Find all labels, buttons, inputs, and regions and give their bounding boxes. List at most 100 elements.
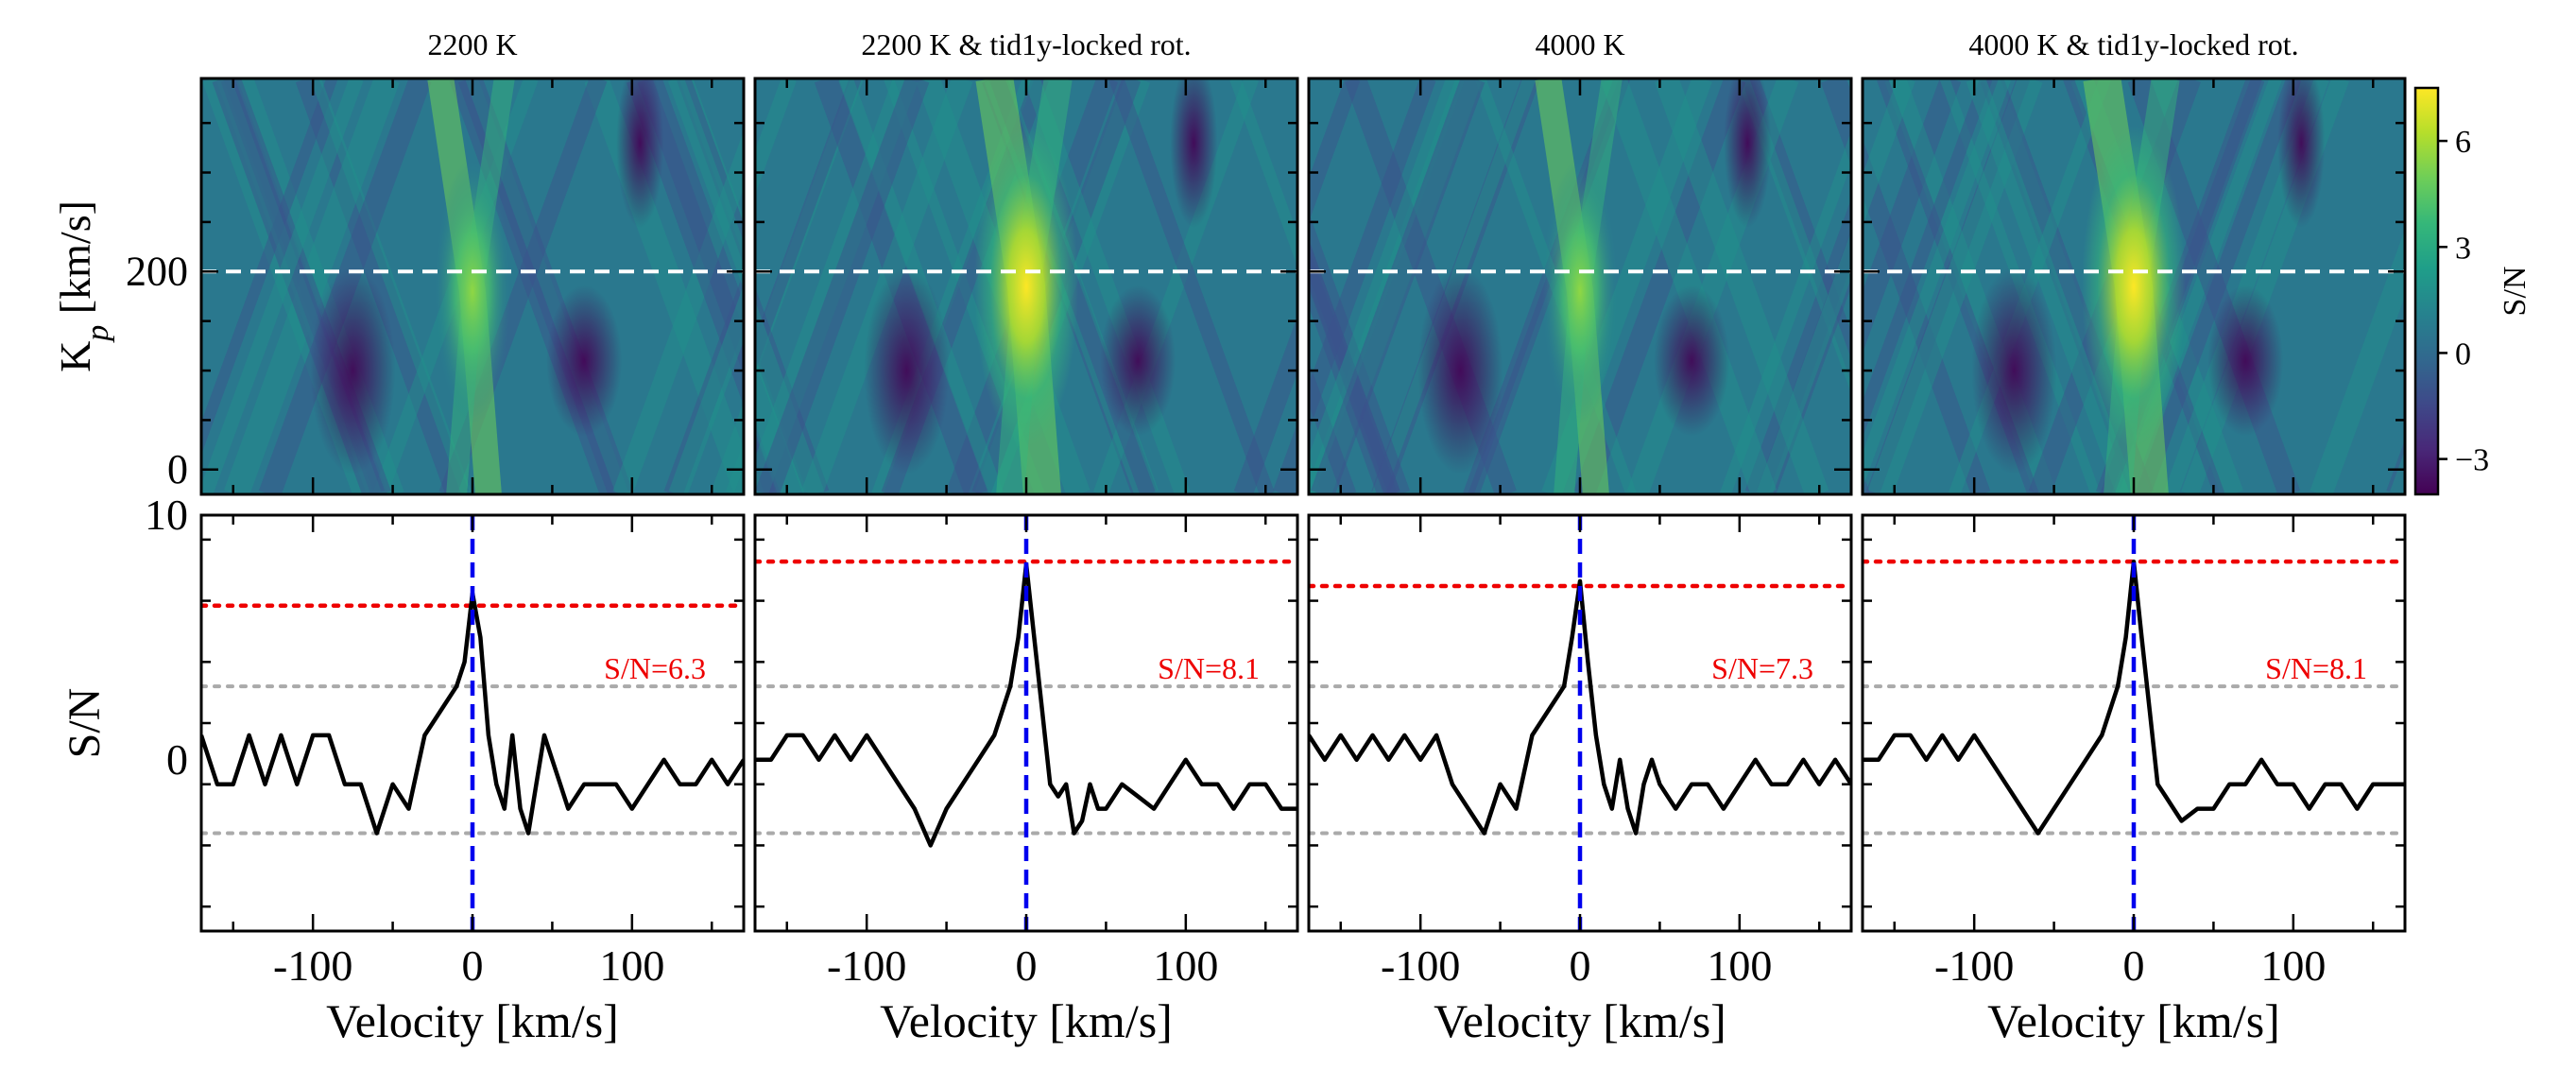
heatmap-streak [1756, 231, 1851, 494]
heatmap-streak [755, 348, 807, 494]
snr-curve [201, 591, 744, 836]
heatmap-streak [310, 78, 472, 494]
x-tick-label: 100 [599, 941, 664, 990]
heatmap-trough [2207, 285, 2284, 437]
heatmap-streak [1966, 78, 2137, 494]
heatmap-streak [295, 78, 469, 494]
heatmap-body [0, 78, 744, 494]
heatmap-panel-3: 4000 K [1307, 27, 1853, 496]
heatmap-streak [1744, 198, 1851, 494]
x-tick-label: 0 [2123, 941, 2145, 990]
x-tick-label: -100 [1381, 941, 1460, 990]
heatmap-streak [224, 78, 400, 494]
heatmap-trough [2277, 78, 2326, 229]
heatmap-streak [1863, 78, 1962, 354]
heatmap-panel-4: 4000 K & tid1y-locked rot. [1861, 27, 2407, 496]
heatmap-streak [1309, 239, 1400, 494]
heatmap-streak [755, 78, 864, 379]
x-tick-label: 0 [1570, 941, 1591, 990]
colorbar-tick-label: −3 [2455, 443, 2489, 478]
heatmap-streak [201, 78, 338, 456]
colorbar-tick-label: 0 [2455, 336, 2471, 371]
snr-curve [755, 561, 1297, 848]
snr-annotation: S/N=6.3 [604, 651, 706, 685]
x-axis-label: Velocity [km/s] [880, 994, 1173, 1047]
heatmap-streak [677, 78, 744, 266]
heatmap-streak [1309, 212, 1411, 494]
snr-plot-area [1309, 515, 1851, 931]
panel-title: 4000 K & tid1y-locked rot. [1968, 27, 2298, 61]
heatmap-streak [1233, 316, 1297, 494]
heatmap-streak [1863, 78, 1915, 227]
panel-title: 2200 K [427, 27, 517, 61]
heatmap-streak [1655, 78, 1829, 494]
snr-curve [1309, 578, 1851, 836]
heatmap-streak [1108, 78, 1275, 494]
heatmap-streak [755, 78, 930, 494]
x-tick-label: 100 [2260, 941, 2326, 990]
heatmap-trough [310, 267, 396, 475]
heatmap-trough [864, 267, 950, 475]
x-tick-label: 0 [462, 941, 484, 990]
panel-title: 4000 K [1535, 27, 1624, 61]
heatmap-panel-2: 2200 K & tid1y-locked rot. [753, 27, 1299, 496]
heatmap-streak [663, 271, 744, 494]
x-axis-label: Velocity [km/s] [1434, 994, 1726, 1047]
x-axis-label: Velocity [km/s] [326, 994, 619, 1047]
heatmap-streak [1309, 78, 1361, 222]
heatmap-streak [679, 78, 744, 257]
snr-plot-area [1863, 515, 2405, 931]
x-tick-label: 100 [1153, 941, 1218, 990]
colorbar: −3 0 3 6 S/N [2413, 86, 2533, 496]
heatmap-body [755, 78, 1297, 494]
heatmap-peak [435, 159, 510, 424]
x-tick-label: -100 [1934, 941, 2014, 990]
heatmap-peak [1542, 159, 1618, 424]
x-tick-label: -100 [827, 941, 906, 990]
y-tick-label: 0 [167, 446, 188, 492]
heatmap-streak [1309, 361, 1357, 494]
heatmap-streak [755, 300, 825, 494]
y-tick-label: 0 [166, 735, 188, 784]
heatmap-peak [974, 126, 1078, 447]
colorbar-scale [2413, 86, 2440, 496]
heatmap-streak [755, 78, 797, 196]
snr-annotation: S/N=8.1 [2265, 651, 2367, 685]
heatmap-trough [1170, 78, 1218, 229]
colorbar-tick-label: 6 [2455, 125, 2471, 160]
y-axis-label: S/N [60, 688, 110, 759]
colorbar-tick-label: 3 [2455, 231, 2471, 266]
heatmap-streak [1720, 130, 1851, 494]
snr-plot-area [755, 515, 1297, 931]
y-axis-label: Kp [km/s] [51, 200, 115, 372]
x-tick-label: -100 [273, 941, 352, 990]
heatmap-streak [1573, 78, 1746, 494]
heatmap-streak [667, 78, 744, 290]
heatmap-peak [2082, 126, 2186, 447]
y-tick-label: 10 [145, 491, 188, 539]
heatmap-streak [755, 286, 830, 494]
heatmap-trough [1971, 267, 2057, 475]
heatmap-streak [1863, 78, 1993, 438]
heatmap-streak [637, 78, 744, 375]
heatmap-streak [1229, 78, 1297, 267]
heatmap-streak [1309, 240, 1400, 494]
heatmap-streak [1309, 248, 1398, 494]
x-tick-label: 0 [1016, 941, 1038, 990]
heatmap-streak [668, 285, 744, 494]
snr-curve [1863, 559, 2405, 836]
heatmap-streak [2135, 78, 2302, 494]
heatmap-streak [1867, 78, 2043, 494]
heatmap-body [1309, 78, 1851, 494]
heatmap-streak [0, 78, 34, 494]
heatmap-trough [1100, 285, 1176, 437]
snr-annotation: S/N=7.3 [1711, 651, 1813, 685]
heatmap-streak [755, 78, 919, 494]
heatmap-streak [201, 78, 364, 494]
